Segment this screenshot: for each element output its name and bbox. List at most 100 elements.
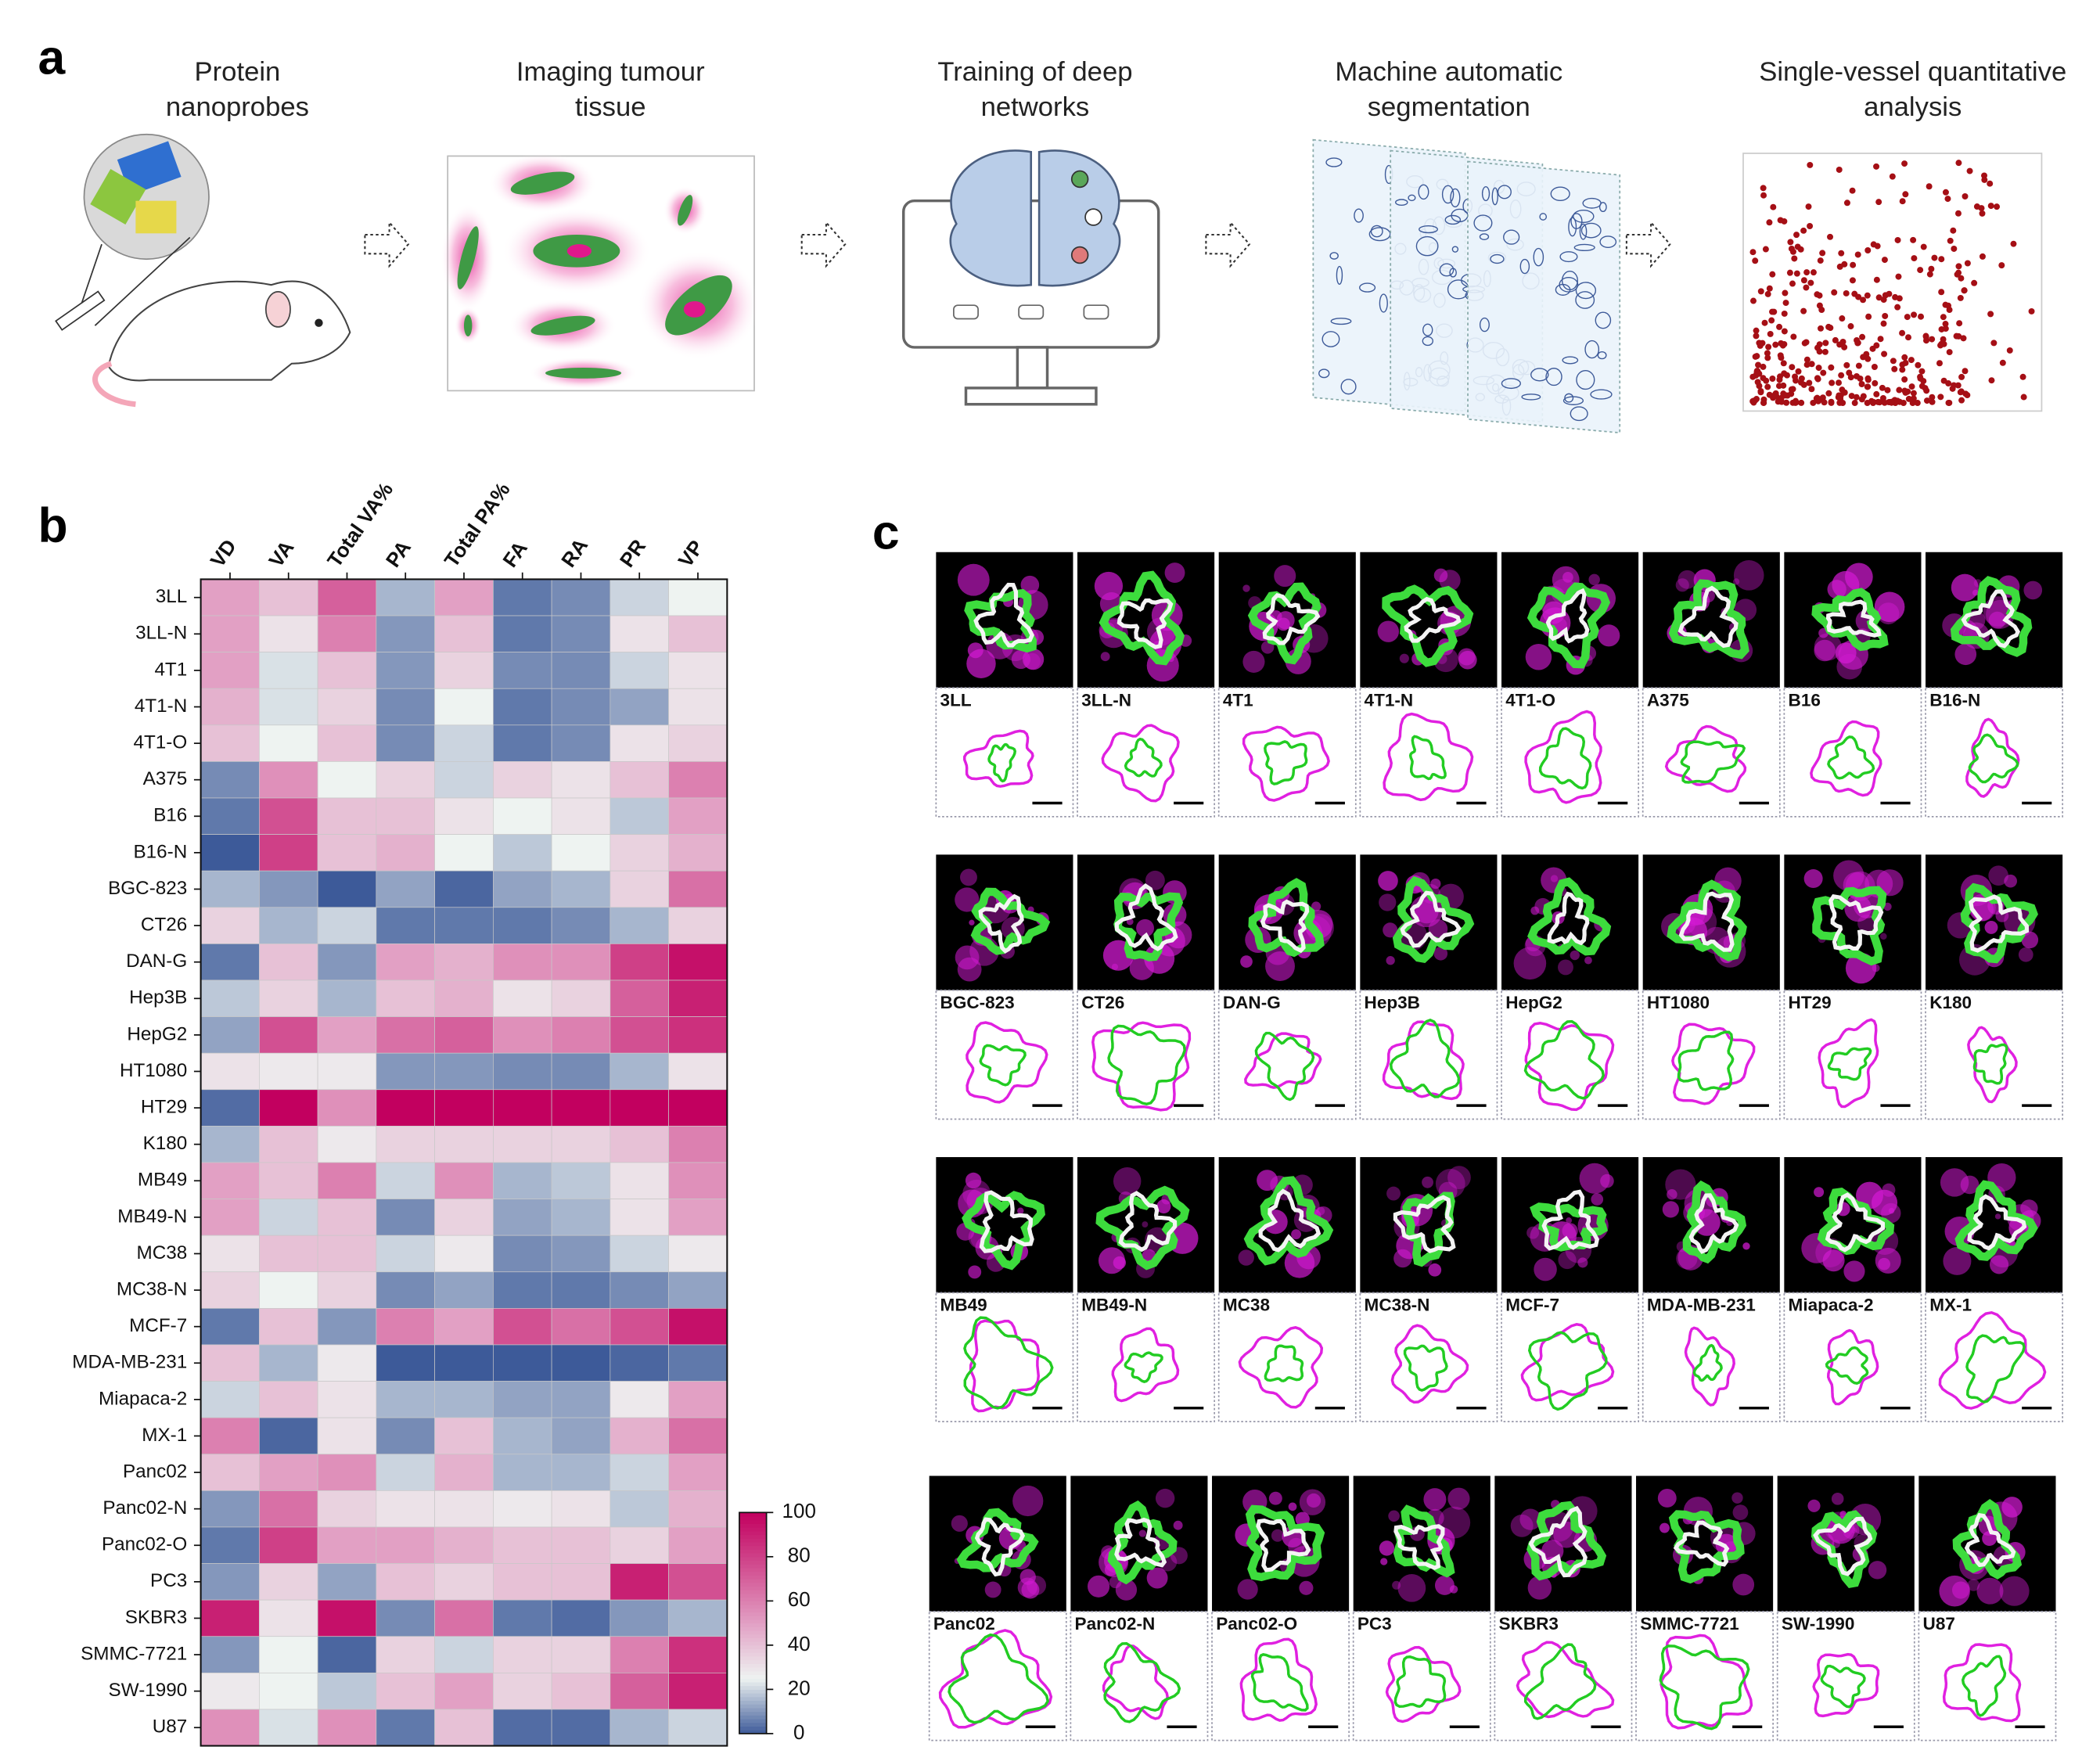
row-label: A375: [143, 768, 188, 789]
heatmap-cell: [200, 1636, 260, 1673]
vessel-contour: [1318, 368, 1330, 379]
magenta-signal: [1988, 865, 2008, 886]
scatter-dot: [1827, 233, 1834, 240]
sample-label: SW-1990: [1782, 1614, 1854, 1634]
row-label: B16-N: [133, 841, 187, 862]
heatmap-cell: [551, 724, 611, 762]
white-signal: [1256, 1519, 1311, 1572]
row-label: PC3: [150, 1570, 187, 1591]
scatter-dot: [1781, 310, 1788, 317]
colorbar-segment: [739, 1519, 767, 1524]
scatter-dot: [1789, 399, 1796, 406]
vessel-contour: [1573, 210, 1595, 224]
colorbar-segment: [739, 1726, 767, 1731]
outer-contour: [1382, 1020, 1465, 1101]
heatmap-cell: [668, 1271, 728, 1309]
sample-label: B16-N: [1929, 690, 1980, 710]
scatter-dot: [1910, 395, 1917, 402]
heatmap-cell: [259, 652, 318, 689]
micrograph: [936, 1157, 1073, 1293]
heatmap-cell: [317, 1344, 377, 1382]
colorbar-segment: [739, 1523, 767, 1528]
magenta-signal: [1588, 573, 1600, 586]
colorbar-segment: [739, 1685, 767, 1690]
white-signal: [1688, 1193, 1739, 1254]
magenta-signal: [1976, 1577, 2004, 1605]
sample-label: HepG2: [1505, 993, 1562, 1012]
scatter-dot: [1762, 246, 1769, 253]
outer-contour: [1390, 1324, 1469, 1404]
magenta-signal: [1814, 1187, 1825, 1198]
magenta-signal: [1835, 642, 1857, 664]
white-signal: [1114, 882, 1178, 951]
scatter-dot: [1894, 304, 1901, 311]
scatter-dot: [1946, 307, 1953, 314]
colorbar-segment: [739, 1612, 767, 1616]
outline-panel: [1776, 1611, 1915, 1741]
heatmap-cell: [376, 688, 435, 726]
scatter-dot: [1847, 323, 1854, 329]
scatter-dot: [1875, 294, 1882, 301]
inner-contour: [948, 1633, 1050, 1724]
heatmap-cell: [551, 1526, 611, 1564]
row-label: Panc02-N: [102, 1497, 187, 1519]
heatmap-cell: [317, 1599, 377, 1637]
heatmap-cell: [259, 1344, 318, 1382]
flow-arrow: [1625, 220, 1671, 268]
vessel-tile: Panc02: [928, 1475, 1067, 1741]
vessel-tile: MB49: [935, 1157, 1074, 1423]
vessel-tile: MC38: [1217, 1157, 1357, 1423]
vessel-contour: [1439, 263, 1455, 277]
heatmap-cell: [551, 1563, 611, 1601]
scatter-dot: [1918, 313, 1925, 320]
vessel: [530, 315, 595, 336]
heatmap-cell: [376, 1599, 435, 1637]
white-signal: [1961, 589, 2021, 649]
heatmap-cell: [434, 979, 494, 1017]
colorbar-tick-label: 100: [782, 1499, 816, 1522]
heatmap-cell: [434, 797, 494, 835]
heatmap-cell: [200, 797, 260, 835]
heatmap-cell: [259, 1526, 318, 1564]
heatmap-cell: [668, 1162, 728, 1199]
heatmap-cell: [493, 1308, 552, 1346]
heatmap-cell: [668, 1308, 728, 1346]
scatter-dot: [1810, 399, 1817, 406]
heatmap-cell: [493, 979, 552, 1017]
vessel-contour: [1580, 222, 1602, 239]
vessel-contour: [1491, 187, 1498, 206]
outer-contour: [965, 1021, 1048, 1104]
row-label: K180: [143, 1133, 188, 1154]
heatmap-cell: [610, 834, 669, 872]
heatmap-cell: [317, 1199, 377, 1236]
heatmap-cell: [376, 1016, 435, 1054]
heatmap-cell: [317, 579, 377, 616]
white-signal: [1964, 1512, 2016, 1568]
magenta-signal: [1984, 920, 1998, 934]
magenta-signal: [1295, 1511, 1310, 1526]
magenta-signal: [1288, 1502, 1297, 1511]
magenta-signal: [1732, 1573, 1755, 1596]
heatmap-cell: [259, 1563, 318, 1601]
inner-contour: [963, 1316, 1054, 1410]
magenta-signal: [1238, 1249, 1254, 1266]
magenta-signal: [2004, 874, 2017, 888]
heatmap-cell: [376, 1199, 435, 1236]
colorbar-segment: [739, 1601, 767, 1605]
colorbar-segment: [739, 1579, 767, 1583]
magenta-signal: [1138, 1529, 1147, 1537]
magenta-signal: [1017, 1577, 1037, 1598]
inner-contour: [1680, 740, 1746, 784]
column-label: VA: [264, 536, 298, 571]
scatter-dot: [1841, 343, 1848, 350]
heatmap-cell: [376, 579, 435, 616]
scatter-dot: [2010, 240, 2017, 247]
vessel-tile: HepG2: [1501, 854, 1640, 1120]
scatter-dot: [1864, 376, 1872, 383]
scatter-dot: [1918, 368, 1926, 375]
sample-label: B16: [1789, 690, 1821, 710]
heatmap-cell: [610, 979, 669, 1017]
scatter-dot: [1757, 389, 1764, 396]
heatmap-cell: [317, 979, 377, 1017]
colorbar-segment: [739, 1693, 767, 1698]
